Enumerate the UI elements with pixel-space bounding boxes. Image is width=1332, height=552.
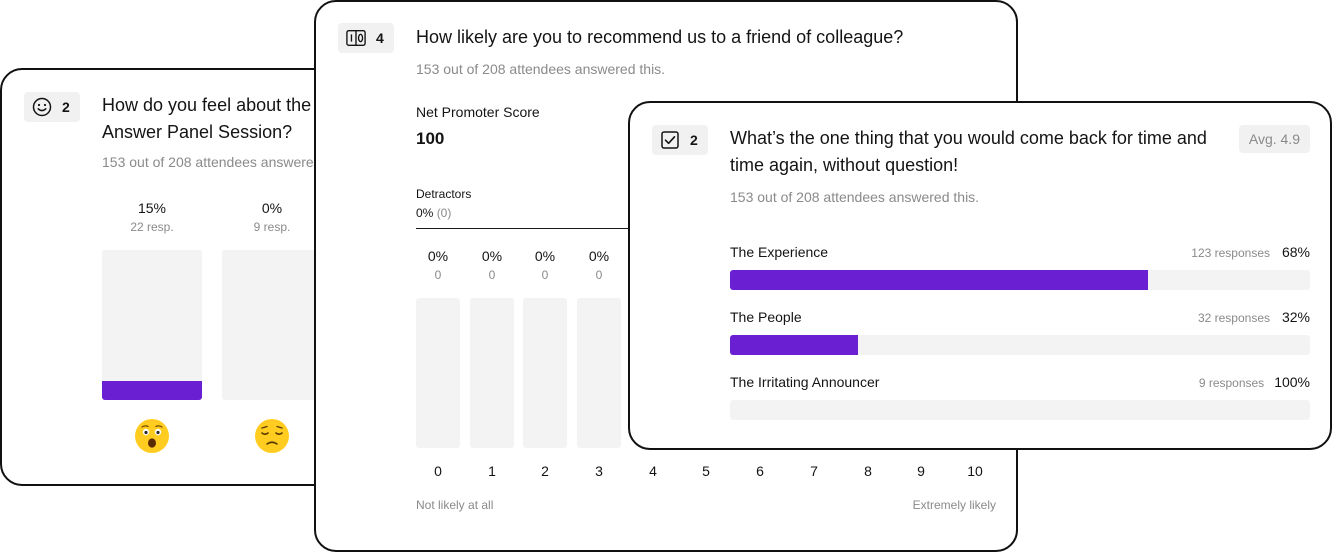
astonished-face-icon — [135, 419, 169, 453]
option-responses: 32 responses — [1197, 311, 1270, 325]
question-badge: 4 — [338, 23, 394, 53]
nps-column: 0% 0 — [577, 248, 621, 448]
option-bar — [222, 250, 322, 400]
column-bar — [416, 298, 460, 448]
smiley-question-card: 2 How do you feel about the Question and… — [0, 68, 340, 486]
nps-column: 0% 0 — [470, 248, 514, 448]
scale-icon — [346, 29, 366, 47]
detractors-value: 0% (0) — [416, 206, 451, 220]
detractors-percent: 0% — [416, 206, 434, 220]
option-label: The People — [730, 309, 802, 325]
option-track — [730, 335, 1310, 355]
nps-column: 0% 0 — [523, 248, 567, 448]
column-percent: 0% — [427, 248, 449, 264]
option-percent: 100% — [1274, 374, 1310, 390]
option-stats: 123 responses 68% — [1191, 244, 1310, 260]
option-percent: 0% — [261, 200, 283, 216]
column-bar — [577, 298, 621, 448]
option-track — [730, 400, 1310, 420]
detractors-label: Detractors — [416, 187, 472, 201]
option-fill — [730, 335, 858, 355]
option-stats: 9 responses 100% — [1199, 374, 1310, 390]
column-percent: 0% — [588, 248, 610, 264]
column-percent: 0% — [534, 248, 556, 264]
pensive-face-icon — [255, 419, 289, 453]
rating-option: 0% 9 resp. — [222, 200, 322, 453]
column-count: 0 — [595, 268, 603, 282]
column-bar — [470, 298, 514, 448]
average-badge: Avg. 4.9 — [1238, 125, 1310, 153]
scale-number: 3 — [595, 463, 603, 479]
option-percent: 68% — [1281, 244, 1310, 260]
option-responses: 123 responses — [1191, 246, 1270, 260]
option-responses: 22 resp. — [130, 220, 174, 234]
question-badge: 2 — [652, 125, 708, 155]
question-title: What’s the one thing that you would come… — [730, 128, 1207, 175]
scale-number: 8 — [864, 463, 872, 479]
column-bar — [523, 298, 567, 448]
smiley-icon — [32, 97, 52, 117]
nps-value: 100 — [416, 129, 445, 148]
scale-number: 7 — [810, 463, 818, 479]
scale-number: 9 — [917, 463, 925, 479]
column-count: 0 — [434, 268, 442, 282]
scale-number: 6 — [756, 463, 764, 479]
option-bar — [102, 250, 202, 400]
detractors-divider — [416, 228, 656, 229]
choice-option: The Experience 123 responses 68% — [730, 244, 1310, 290]
nps-label: Net Promoter Score — [416, 104, 540, 120]
question-badge: 2 — [24, 92, 80, 122]
choice-option: The Irritating Announcer 9 responses 100… — [730, 374, 1310, 420]
rating-option: 15% 22 resp. — [102, 200, 202, 453]
option-responses: 9 responses — [1198, 376, 1265, 390]
scale-number: 2 — [541, 463, 549, 479]
question-subtitle: 153 out of 208 attendees answered this. — [102, 154, 340, 170]
option-label: The Irritating Announcer — [730, 374, 880, 390]
nps-column: 0% 0 — [416, 248, 460, 448]
option-responses: 9 resp. — [253, 220, 291, 234]
scale-number: 5 — [702, 463, 710, 479]
option-track — [730, 270, 1310, 290]
scale-number: 1 — [488, 463, 496, 479]
question-number: 2 — [62, 99, 70, 115]
checkbox-icon — [660, 131, 680, 149]
scale-number: 4 — [649, 463, 657, 479]
question-title: How likely are you to recommend us to a … — [416, 27, 904, 47]
option-percent: 32% — [1281, 309, 1310, 325]
choice-option: The People 32 responses 32% — [730, 309, 1310, 355]
scale-high-label: Extremely likely — [912, 498, 996, 512]
question-subtitle: 153 out of 208 attendees answered this. — [730, 189, 980, 205]
choice-question-card: 2 What’s the one thing that you would co… — [628, 101, 1332, 450]
scale-number: 10 — [967, 463, 983, 479]
question-number: 2 — [690, 132, 698, 148]
scale-low-label: Not likely at all — [416, 498, 494, 512]
option-fill — [730, 270, 1148, 290]
option-stats: 32 responses 32% — [1198, 309, 1310, 325]
column-count: 0 — [488, 268, 496, 282]
option-label: The Experience — [730, 244, 829, 260]
scale-number: 0 — [434, 463, 442, 479]
question-number: 4 — [376, 30, 384, 46]
question-title: How do you feel about the Question and A… — [102, 95, 338, 142]
column-percent: 0% — [481, 248, 503, 264]
question-subtitle: 153 out of 208 attendees answered this. — [416, 61, 666, 77]
option-bar-fill — [102, 380, 202, 400]
option-percent: 15% — [137, 200, 167, 216]
detractors-count: (0) — [436, 206, 452, 220]
column-count: 0 — [541, 268, 549, 282]
